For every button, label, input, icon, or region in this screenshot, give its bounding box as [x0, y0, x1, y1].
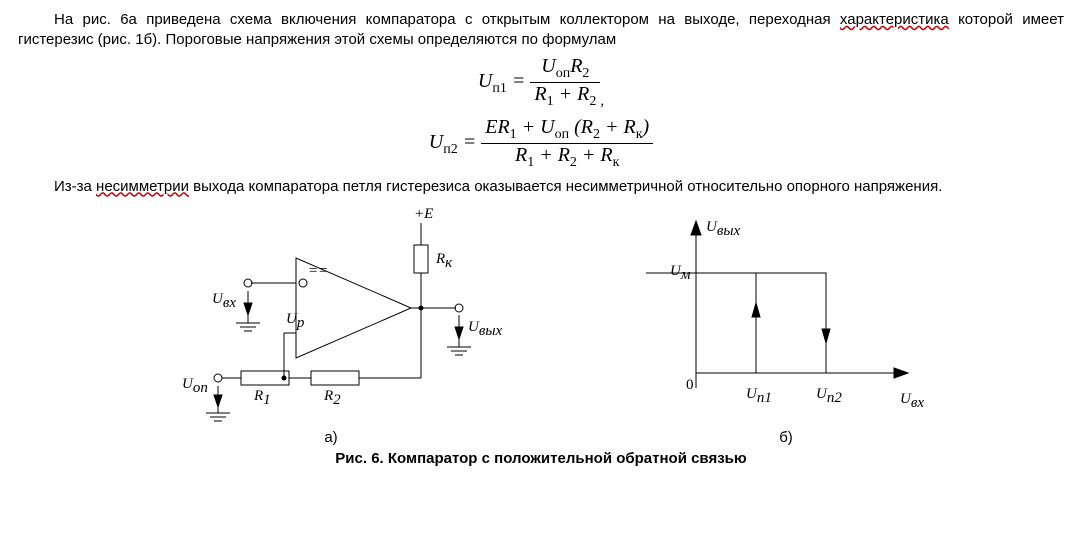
- svg-text:Uп2: Uп2: [816, 386, 842, 406]
- figure-row: == Uвх Uр Uоп R1: [18, 203, 1064, 446]
- wavy-word-2: несимметрии: [96, 178, 189, 195]
- svg-text:Uоп: Uоп: [182, 376, 208, 396]
- plusE-label: +E: [414, 206, 433, 222]
- paragraph-1: На рис. 6а приведена схема включения ком…: [18, 10, 1064, 51]
- circuit-svg: == Uвх Uр Uоп R1: [146, 203, 516, 423]
- svg-text:Rк: Rк: [435, 251, 453, 271]
- para2-text-after: выхода компаратора петля гистерезиса ока…: [189, 178, 942, 195]
- paragraph-2: Из-за несимметрии выхода компаратора пет…: [18, 177, 1064, 197]
- svg-text:Uр: Uр: [286, 311, 305, 331]
- figure-caption: Рис. 6. Компаратор с положительной обрат…: [18, 450, 1064, 467]
- equation-1: Uп1 = UопR2R1 + R2,: [18, 55, 1064, 110]
- graph-svg: Uвых Uвх 0 Uм Uп1 Uп2: [636, 203, 936, 423]
- para2-text-before: Из-за: [54, 178, 96, 195]
- eqeq-symbol: ==: [308, 263, 328, 279]
- figure-a: == Uвх Uр Uоп R1: [146, 203, 516, 446]
- svg-text:Uп1: Uп1: [746, 386, 772, 406]
- figure-b: Uвых Uвх 0 Uм Uп1 Uп2 б): [636, 203, 936, 446]
- svg-text:0: 0: [686, 377, 694, 393]
- svg-text:R1: R1: [253, 388, 271, 408]
- wavy-word-1: характеристика: [840, 11, 949, 28]
- svg-text:Uвх: Uвх: [212, 291, 236, 311]
- sublabel-b: б): [636, 429, 936, 446]
- svg-text:R2: R2: [323, 388, 341, 408]
- svg-text:Uвых: Uвых: [468, 319, 503, 339]
- svg-text:Uвх: Uвх: [900, 391, 924, 411]
- svg-text:Uвых: Uвых: [706, 219, 741, 239]
- sublabel-a: а): [146, 429, 516, 446]
- equation-2: Uп2 = ER1 + Uоп (R2 + Rк)R1 + R2 + Rк: [18, 116, 1064, 171]
- para1-text-before: На рис. 6а приведена схема включения ком…: [54, 11, 840, 28]
